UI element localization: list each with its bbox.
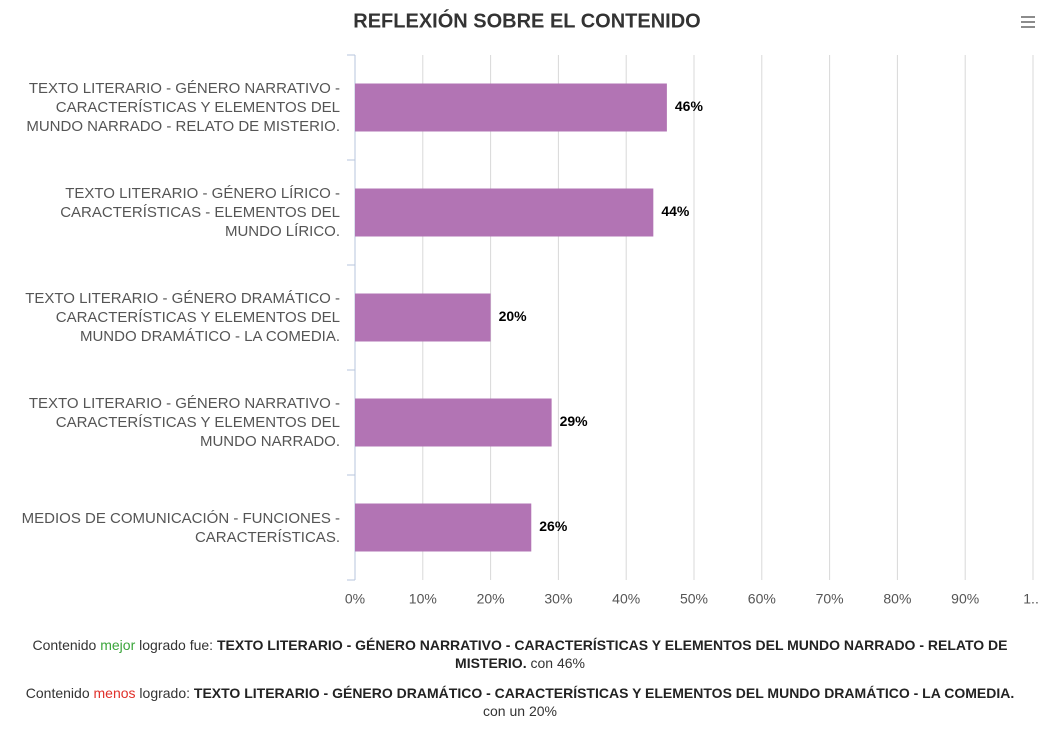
- category-label-box: TEXTO LITERARIO - GÉNERO NARRATIVO - CAR…: [0, 55, 340, 160]
- category-label: TEXTO LITERARIO - GÉNERO NARRATIVO - CAR…: [26, 80, 340, 135]
- x-tick-label: 50%: [680, 591, 708, 607]
- bar: [355, 188, 654, 237]
- bar: [355, 83, 667, 132]
- value-label: 26%: [539, 518, 568, 534]
- x-tick-label: 10%: [409, 591, 437, 607]
- bar: [355, 503, 532, 552]
- category-label-box: TEXTO LITERARIO - GÉNERO NARRATIVO - CAR…: [0, 370, 340, 475]
- category-label-box: MEDIOS DE COMUNICACIÓN - FUNCIONES - CAR…: [0, 475, 340, 580]
- category-label: TEXTO LITERARIO - GÉNERO DRAMÁTICO - CAR…: [25, 290, 340, 345]
- summary-middle: logrado fue:: [139, 637, 214, 653]
- summary-prefix: Contenido: [25, 685, 90, 701]
- category-label-box: TEXTO LITERARIO - GÉNERO DRAMÁTICO - CAR…: [0, 265, 340, 370]
- value-label: 44%: [661, 203, 690, 219]
- x-tick-label: 90%: [951, 591, 979, 607]
- value-label: 46%: [675, 98, 704, 114]
- summary-content: TEXTO LITERARIO - GÉNERO NARRATIVO - CAR…: [216, 637, 1008, 671]
- summary-line: Contenido mejor logrado fue: TEXTO LITER…: [20, 636, 1020, 672]
- category-label: MEDIOS DE COMUNICACIÓN - FUNCIONES - CAR…: [21, 509, 340, 546]
- x-tick-label: 20%: [477, 591, 505, 607]
- x-tick-label: 80%: [883, 591, 911, 607]
- x-tick-label: 0%: [345, 591, 365, 607]
- summary-highlight: menos: [93, 685, 136, 701]
- chart: REFLEXIÓN SOBRE EL CONTENIDO 0% 10% 20% 30%…: [345, 8, 1040, 607]
- summary-suffix: con 46%: [530, 655, 585, 671]
- bar: [355, 293, 491, 342]
- x-tick-label: 1...: [1023, 591, 1040, 607]
- summary-middle: logrado:: [139, 685, 191, 701]
- category-label-box: TEXTO LITERARIO - GÉNERO LÍRICO - CARACT…: [0, 160, 340, 265]
- x-tick-label: 30%: [544, 591, 572, 607]
- bar: [355, 398, 552, 447]
- menu-icon[interactable]: [1021, 16, 1035, 28]
- chart-title: REFLEXIÓN SOBRE EL CONTENIDO: [353, 8, 700, 32]
- category-label: TEXTO LITERARIO - GÉNERO NARRATIVO - CAR…: [28, 395, 340, 450]
- category-label: TEXTO LITERARIO - GÉNERO LÍRICO - CARACT…: [60, 185, 340, 240]
- summary-highlight: mejor: [100, 637, 136, 653]
- summary: Contenido mejor logrado fue: TEXTO LITER…: [0, 636, 1040, 732]
- summary-line: Contenido menos logrado: TEXTO LITERARIO…: [20, 684, 1020, 720]
- value-label: 29%: [560, 413, 589, 429]
- x-tick-label: 60%: [748, 591, 776, 607]
- x-tick-label: 40%: [612, 591, 640, 607]
- summary-content: TEXTO LITERARIO - GÉNERO DRAMÁTICO - CAR…: [193, 685, 1015, 701]
- x-tick-label: 70%: [816, 591, 844, 607]
- summary-prefix: Contenido: [32, 637, 97, 653]
- value-label: 20%: [499, 308, 528, 324]
- summary-suffix: con un 20%: [483, 703, 557, 719]
